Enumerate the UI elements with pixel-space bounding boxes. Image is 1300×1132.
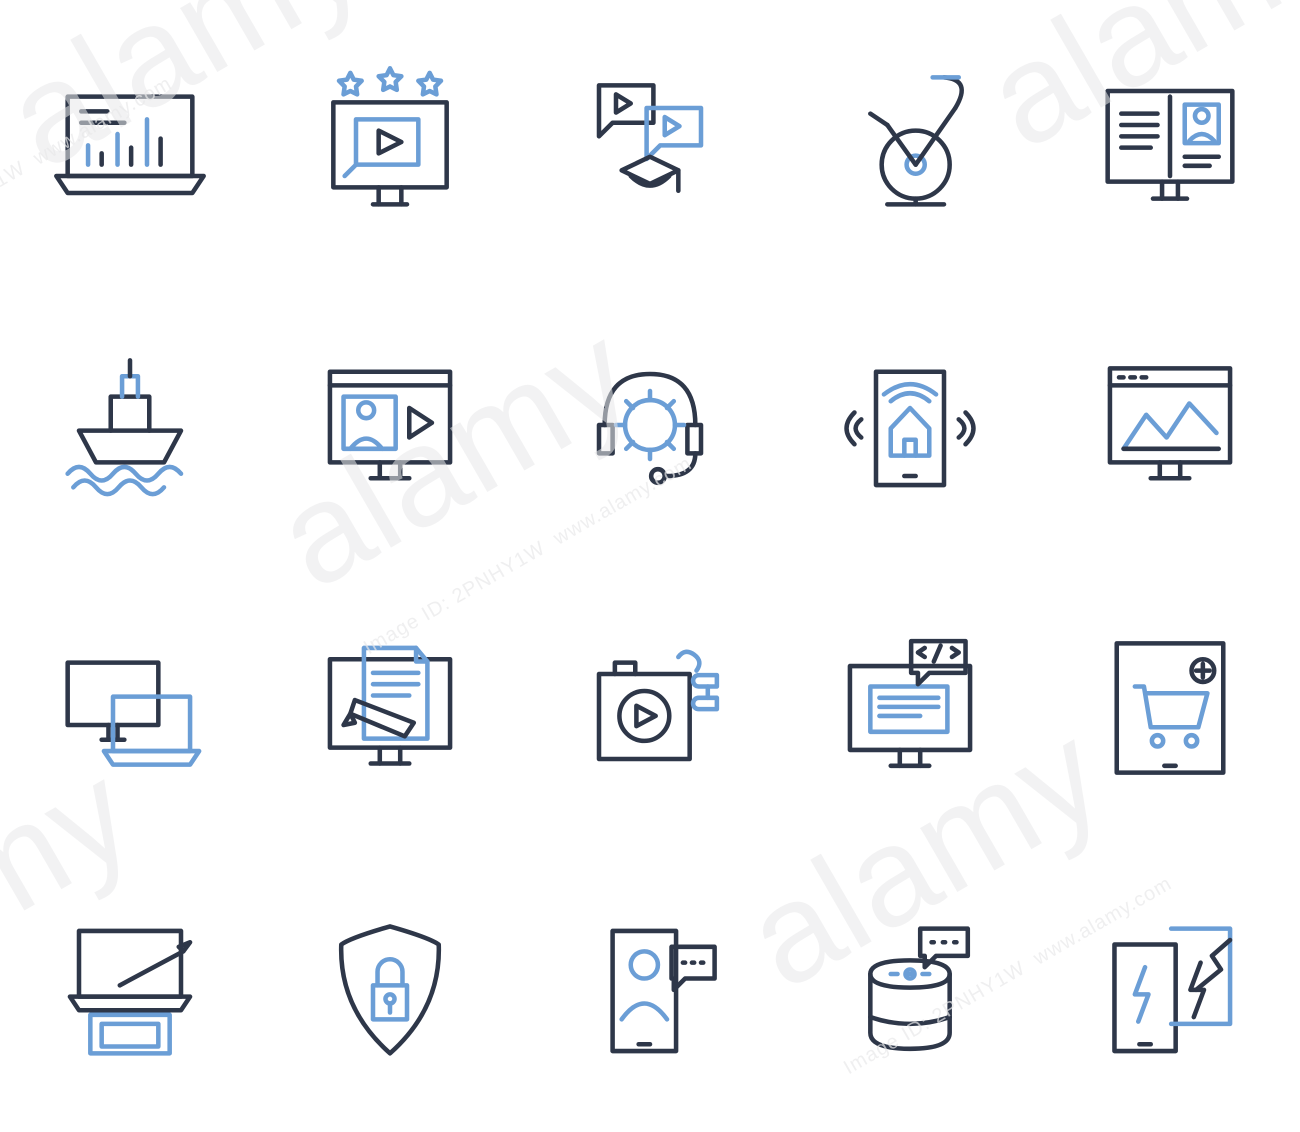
shield-lock-icon xyxy=(260,849,520,1132)
monitor-profile-book-icon xyxy=(1040,0,1300,283)
phone-charging-broken-icon xyxy=(1040,849,1300,1132)
camera-media-call-icon xyxy=(520,566,780,849)
monitor-document-edit-icon xyxy=(260,566,520,849)
phone-smart-home-icon xyxy=(780,283,1040,566)
monitor-browser-chart-icon xyxy=(1040,283,1300,566)
multi-device-icon xyxy=(0,566,260,849)
monitor-star-video-icon xyxy=(260,0,520,283)
monitor-code-chat-icon xyxy=(780,566,1040,849)
smart-speaker-icon xyxy=(780,849,1040,1132)
education-video-chat-icon xyxy=(520,0,780,283)
exercise-bike-icon xyxy=(780,0,1040,283)
laptop-analytics-icon xyxy=(0,0,260,283)
laptop-drawing-tablet-icon xyxy=(0,849,260,1132)
icon-set-canvas: alamyalamyalamyalamyalamyImage ID: 2PNHY… xyxy=(0,0,1300,1132)
ship-icon xyxy=(0,283,260,566)
tablet-shopping-cart-icon xyxy=(1040,566,1300,849)
icon-grid xyxy=(0,0,1300,1132)
monitor-webinar-icon xyxy=(260,283,520,566)
phone-avatar-chat-icon xyxy=(520,849,780,1132)
headset-gear-icon xyxy=(520,283,780,566)
